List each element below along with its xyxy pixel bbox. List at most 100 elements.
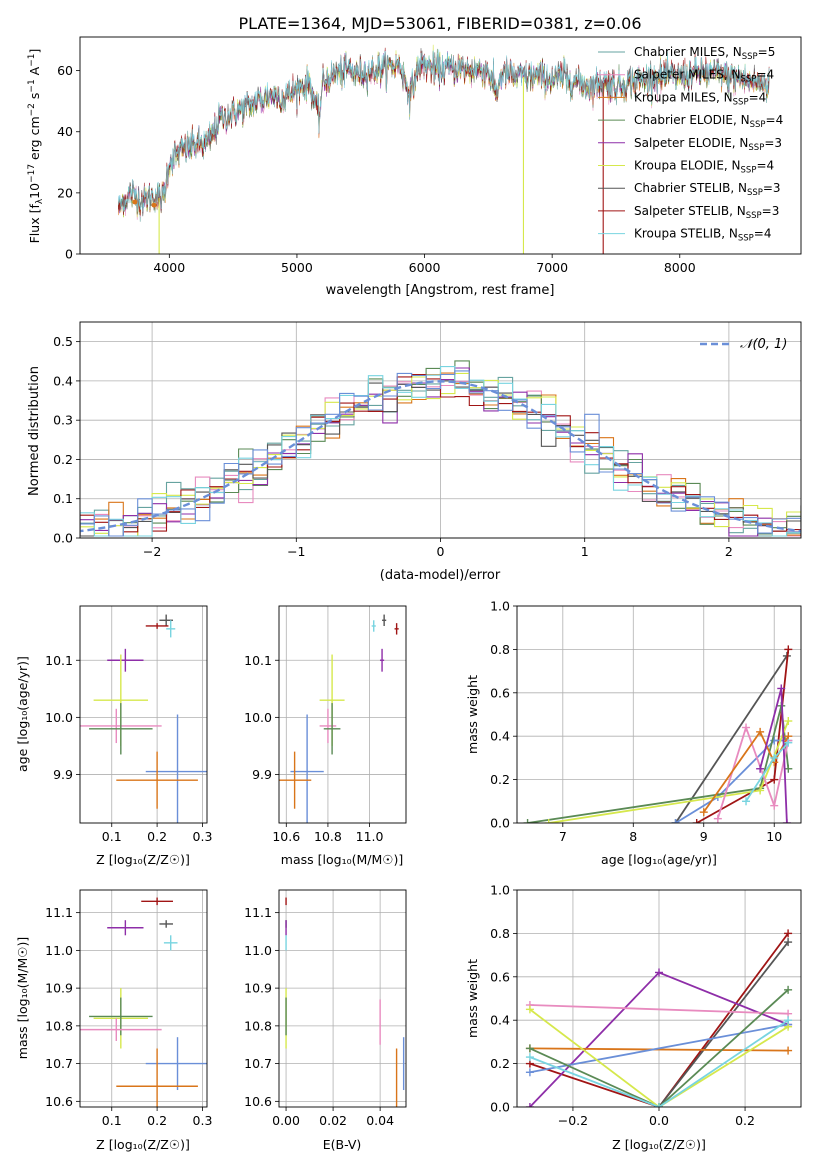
z-age-xtick-label: 0.2 bbox=[147, 829, 167, 844]
z-weight-plot-area bbox=[525, 929, 793, 1107]
z-mass-xtick-label: 0.1 bbox=[102, 1113, 122, 1128]
z-weight-marker bbox=[525, 1068, 534, 1077]
z-weight-marker bbox=[784, 929, 793, 938]
age-weight-ytick-label: 0.4 bbox=[490, 729, 510, 744]
mass-age-point-1 bbox=[394, 623, 399, 635]
mass-age-axes: 10.6 10.8 11.0 9.9 10.0 10.1 mass [log₁₀(M/M☉)… bbox=[244, 605, 407, 867]
spectrum-series-8 bbox=[118, 49, 770, 212]
residuals-xtick-label: −2 bbox=[143, 544, 161, 559]
ebv-mass-ytick-label: 10.8 bbox=[244, 1018, 272, 1033]
spectrum-ytick-label: 40 bbox=[57, 124, 73, 139]
legend-entry-2: Kroupa MILES, NSSP=4 bbox=[634, 90, 766, 107]
residuals-ytick-label: 0.5 bbox=[53, 334, 73, 349]
z-weight-series-6 bbox=[529, 989, 789, 1107]
age-weight-marker bbox=[770, 801, 779, 810]
z-mass-ytick-label: 10.8 bbox=[45, 1018, 73, 1033]
age-weight-plot-area bbox=[523, 645, 793, 823]
mass-age-ytick-label: 9.9 bbox=[252, 767, 272, 782]
z-age-point-1 bbox=[145, 623, 169, 629]
figure-title: PLATE=1364, MJD=53061, FIBERID=0381, z=0… bbox=[238, 14, 641, 33]
ebv-mass-frame bbox=[278, 889, 407, 1108]
spectrum-xtick-label: 4000 bbox=[153, 260, 185, 275]
age-weight-marker bbox=[784, 738, 793, 747]
z-weight-series-5 bbox=[529, 1023, 789, 1074]
gaussian-legend-label: 𝒩(0, 1) bbox=[740, 337, 787, 352]
z-mass-point-6 bbox=[80, 1018, 162, 1041]
z-weight-ytick-label: 0.2 bbox=[490, 1056, 510, 1071]
z-weight-axes: −0.2 0.0 0.2 0.0 0.2 0.4 0.6 0.8 1.0 Z [log₁₀(Z/Z… bbox=[465, 883, 802, 1152]
z-weight-xtick-label: −0.2 bbox=[558, 1113, 588, 1128]
ebv-mass-ytick-label: 10.9 bbox=[244, 981, 272, 996]
age-weight-marker bbox=[671, 819, 680, 823]
z-weight-marker bbox=[655, 1103, 663, 1107]
z-weight-marker bbox=[655, 968, 663, 977]
mass-age-xtick-label: 11.0 bbox=[356, 829, 384, 844]
z-age-ytick-label: 10.1 bbox=[45, 653, 73, 668]
z-age-ytick-label: 10.0 bbox=[45, 710, 73, 725]
mass-age-point-2 bbox=[371, 620, 376, 632]
age-weight-marker bbox=[770, 753, 779, 762]
age-weight-ytick-label: 1.0 bbox=[490, 599, 510, 614]
histogram-series-8 bbox=[80, 366, 801, 537]
spectrum-axes: 4000 5000 6000 7000 8000 0 20 40 60 Chabrier MILE… bbox=[27, 36, 802, 298]
spectrum-xtick-label: 8000 bbox=[664, 260, 696, 275]
histogram-series-6 bbox=[80, 380, 801, 537]
spectrum-xtick-label: 7000 bbox=[536, 260, 568, 275]
age-weight-marker bbox=[544, 819, 553, 823]
z-weight-series-4 bbox=[529, 1047, 789, 1052]
z-weight-marker bbox=[525, 1044, 534, 1053]
z-age-plot-area bbox=[80, 614, 207, 823]
z-age-point-3 bbox=[107, 648, 144, 672]
spectrum-ylabel: Flux [fλ10−17 erg cm−2 s−1 A−1] bbox=[27, 49, 45, 244]
z-age-ytick-label: 9.9 bbox=[53, 767, 73, 782]
ebv-mass-ytick-label: 11.1 bbox=[244, 905, 272, 920]
legend-entry-0: Chabrier MILES, NSSP=5 bbox=[634, 45, 775, 62]
mass-age-frame bbox=[278, 605, 407, 824]
age-weight-marker bbox=[756, 727, 765, 736]
residuals-xtick-label: 0 bbox=[437, 544, 445, 559]
age-weight-marker bbox=[713, 814, 722, 823]
spectrum-point bbox=[132, 199, 138, 205]
spectrum-plot-area bbox=[118, 44, 770, 254]
legend-entry-7: Salpeter STELIB, NSSP=3 bbox=[634, 204, 779, 221]
z-mass-ytick-label: 10.9 bbox=[45, 981, 73, 996]
legend-entry-3: Chabrier ELODIE, NSSP=4 bbox=[634, 113, 783, 130]
mass-age-ytick-label: 10.1 bbox=[244, 653, 272, 668]
spectrum-ytick-label: 60 bbox=[57, 63, 73, 78]
z-mass-xtick-label: 0.3 bbox=[193, 1113, 213, 1128]
legend-entry-1: Salpeter MILES, NSSP=4 bbox=[634, 68, 774, 85]
residuals-ytick-label: 0.2 bbox=[53, 452, 73, 467]
mass-age-point-3 bbox=[379, 648, 385, 672]
mass-age-ytick-label: 10.0 bbox=[244, 710, 272, 725]
age-weight-xtick-label: 9 bbox=[700, 829, 708, 844]
ebv-mass-xtick-label: 0.02 bbox=[319, 1113, 347, 1128]
spectrum-xtick-label: 5000 bbox=[281, 260, 313, 275]
legend-entry-5: Kroupa ELODIE, NSSP=4 bbox=[634, 159, 774, 176]
z-weight-series-8 bbox=[529, 1019, 789, 1107]
spectrum-legend: Chabrier MILES, NSSP=5 Salpeter MILES, NS… bbox=[598, 45, 783, 244]
z-mass-axes: 0.1 0.2 0.3 10.6 10.7 10.8 10.9 11.0 11.1 Z [log₁… bbox=[15, 889, 213, 1152]
ebv-mass-xtick-label: 0.00 bbox=[272, 1113, 300, 1128]
z-age-xlabel: Z [log₁₀(Z/Z☉)] bbox=[96, 852, 190, 867]
age-weight-xtick-label: 10 bbox=[766, 829, 782, 844]
z-mass-point-0 bbox=[141, 897, 173, 906]
z-weight-series-0 bbox=[529, 932, 789, 1107]
z-weight-series-3 bbox=[529, 1004, 789, 1015]
age-weight-marker bbox=[523, 819, 532, 823]
gaussian-curve bbox=[80, 380, 801, 533]
z-mass-ytick-label: 11.0 bbox=[45, 943, 73, 958]
mass-age-point-8 bbox=[279, 751, 312, 809]
age-weight-xtick-label: 8 bbox=[629, 829, 637, 844]
z-weight-ytick-label: 0.0 bbox=[490, 1100, 510, 1115]
age-weight-marker bbox=[742, 723, 751, 732]
z-age-point-7 bbox=[145, 714, 207, 823]
ebv-mass-axes: 0.00 0.02 0.04 10.6 10.7 10.8 10.9 11.0 11.1 E(B-… bbox=[244, 889, 407, 1152]
residuals-ytick-label: 0.0 bbox=[53, 531, 73, 546]
z-age-point-2 bbox=[166, 620, 176, 638]
residuals-ytick-label: 0.3 bbox=[53, 413, 73, 428]
residuals-ylabel: Normed distribution bbox=[27, 366, 42, 496]
age-weight-axes: 7 8 9 10 0.0 0.2 0.4 0.6 0.8 1.0 age [log₁₀(age/yr… bbox=[465, 599, 802, 867]
residuals-xlabel: (data-model)/error bbox=[380, 568, 501, 583]
